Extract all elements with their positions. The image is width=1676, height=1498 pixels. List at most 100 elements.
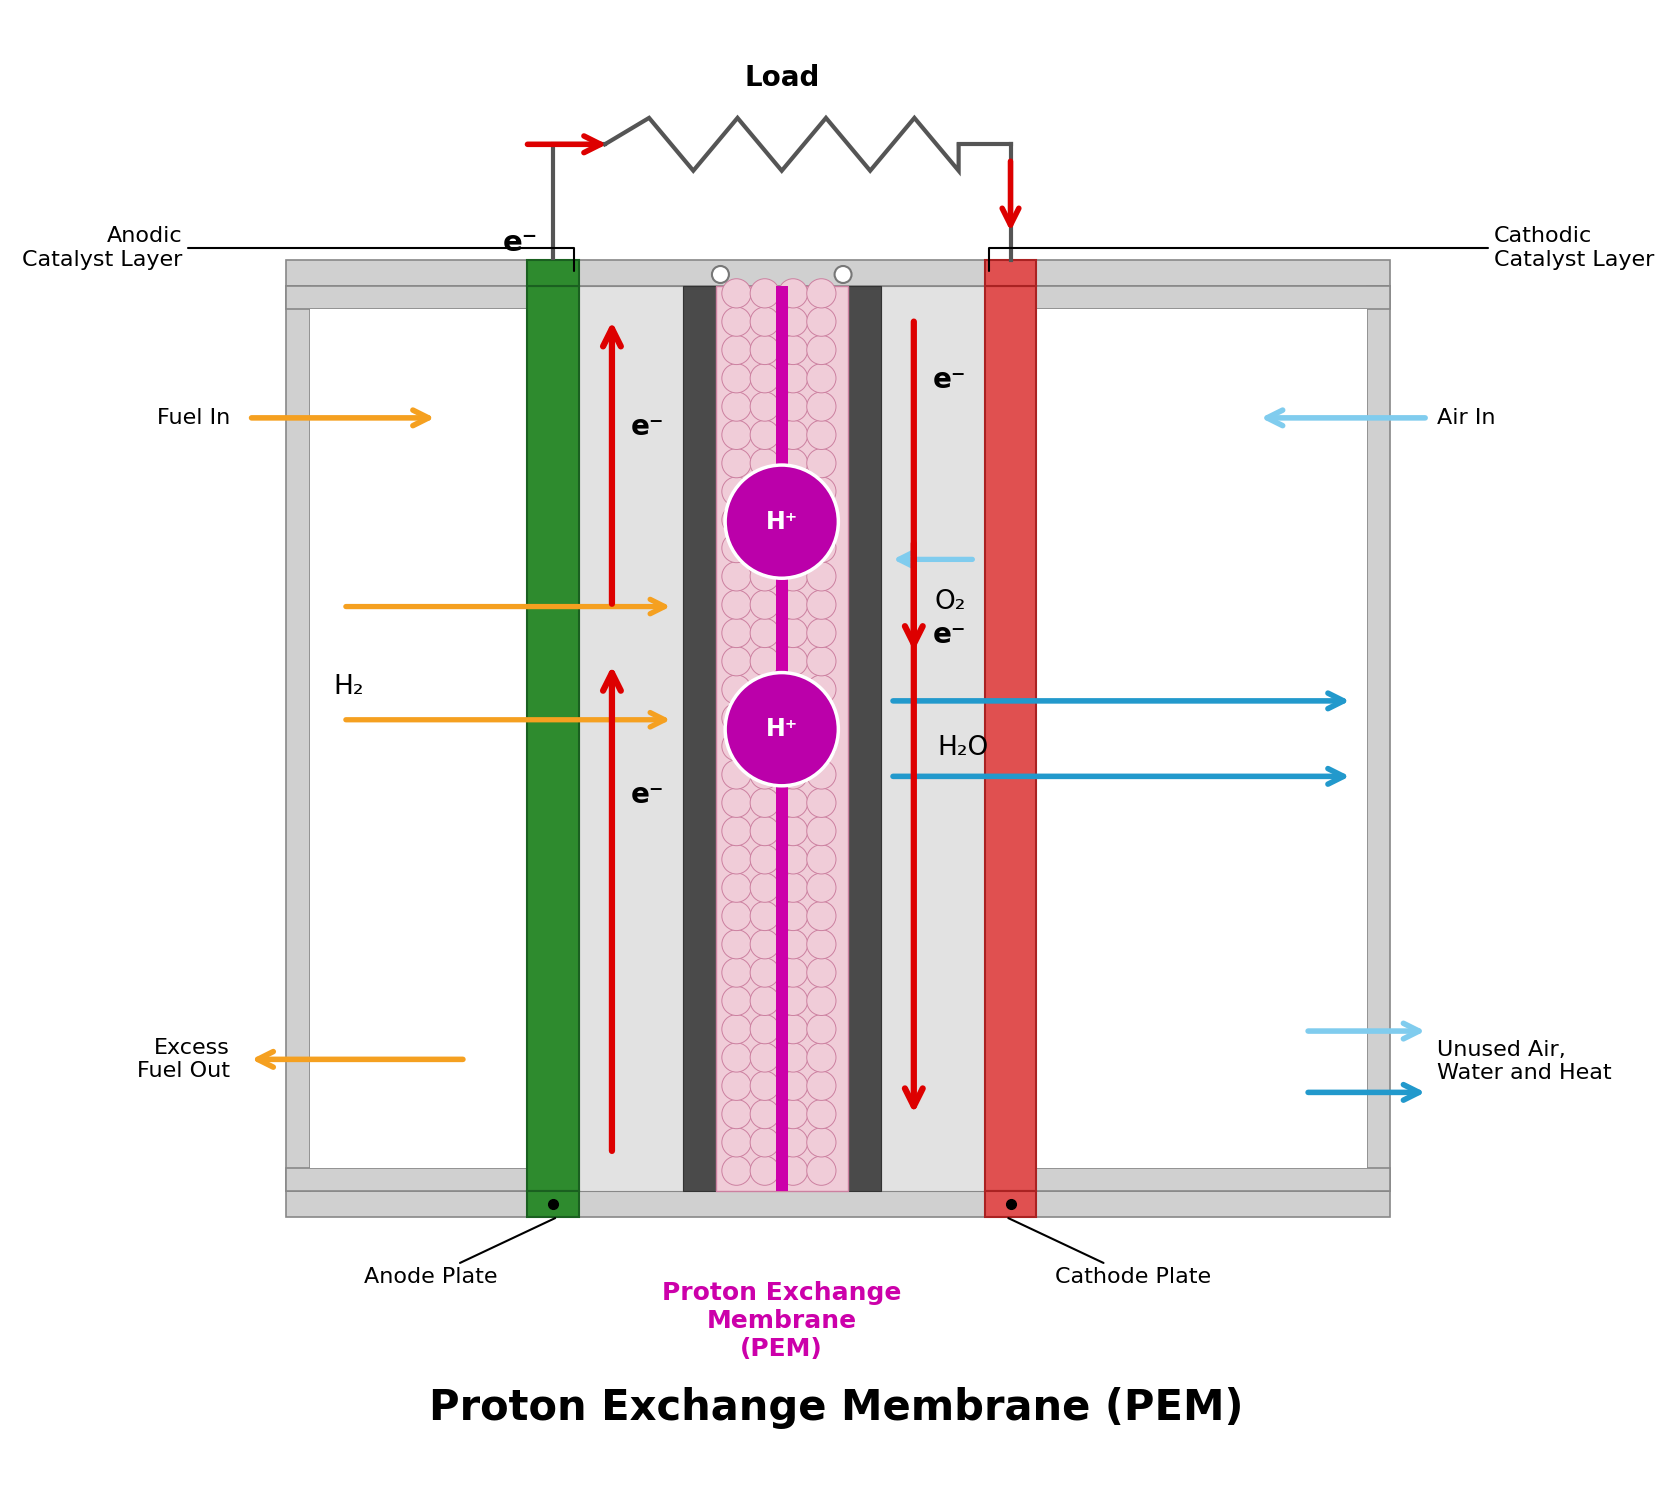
Bar <box>984 1191 1036 1216</box>
Circle shape <box>722 307 751 336</box>
Circle shape <box>778 1156 808 1185</box>
Circle shape <box>722 647 751 676</box>
Circle shape <box>778 759 808 789</box>
Circle shape <box>806 1071 836 1101</box>
Circle shape <box>806 1043 836 1073</box>
Circle shape <box>751 562 779 592</box>
Circle shape <box>778 505 808 535</box>
Bar <box>1366 286 1389 1191</box>
Circle shape <box>806 986 836 1016</box>
Circle shape <box>778 1071 808 1101</box>
Circle shape <box>722 364 751 392</box>
Circle shape <box>722 448 751 478</box>
Circle shape <box>778 873 808 902</box>
Bar <box>526 261 578 286</box>
Text: Cathode Plate: Cathode Plate <box>1009 1218 1212 1287</box>
Circle shape <box>751 647 779 676</box>
Circle shape <box>751 1043 779 1073</box>
Circle shape <box>751 448 779 478</box>
Bar <box>526 1191 578 1216</box>
Text: Proton Exchange Membrane (PEM): Proton Exchange Membrane (PEM) <box>429 1387 1244 1429</box>
Text: H₂O: H₂O <box>937 736 989 761</box>
Circle shape <box>806 364 836 392</box>
Circle shape <box>806 1014 836 1044</box>
Circle shape <box>751 759 779 789</box>
Circle shape <box>778 336 808 364</box>
Circle shape <box>751 845 779 873</box>
Bar <box>526 286 578 1191</box>
Circle shape <box>751 336 779 364</box>
Circle shape <box>806 307 836 336</box>
Circle shape <box>722 703 751 733</box>
Circle shape <box>722 619 751 647</box>
Circle shape <box>806 421 836 449</box>
Text: e⁻: e⁻ <box>932 366 965 394</box>
Text: O₂: O₂ <box>934 589 965 614</box>
Circle shape <box>778 364 808 392</box>
Circle shape <box>751 421 779 449</box>
Circle shape <box>751 902 779 930</box>
Circle shape <box>806 533 836 563</box>
Circle shape <box>722 845 751 873</box>
Circle shape <box>806 759 836 789</box>
Bar <box>776 286 788 1191</box>
Circle shape <box>806 279 836 309</box>
Circle shape <box>778 957 808 987</box>
Text: Fuel In: Fuel In <box>156 407 230 428</box>
Circle shape <box>751 930 779 959</box>
Circle shape <box>778 1128 808 1156</box>
Circle shape <box>751 364 779 392</box>
Circle shape <box>722 336 751 364</box>
Text: e⁻: e⁻ <box>630 413 664 442</box>
Bar <box>1036 286 1389 310</box>
Circle shape <box>751 957 779 987</box>
Circle shape <box>722 676 751 704</box>
Circle shape <box>778 703 808 733</box>
Circle shape <box>778 1014 808 1044</box>
Text: Unused Air,
Water and Heat: Unused Air, Water and Heat <box>1438 1040 1612 1083</box>
Text: Proton Exchange
Membrane
(PEM): Proton Exchange Membrane (PEM) <box>662 1281 902 1360</box>
Circle shape <box>751 505 779 535</box>
Circle shape <box>778 392 808 421</box>
Circle shape <box>726 673 838 786</box>
Circle shape <box>778 930 808 959</box>
Circle shape <box>751 279 779 309</box>
Circle shape <box>778 731 808 761</box>
Circle shape <box>751 788 779 818</box>
Circle shape <box>722 421 751 449</box>
Text: Cathodic
Catalyst Layer: Cathodic Catalyst Layer <box>989 226 1654 271</box>
Circle shape <box>751 533 779 563</box>
Circle shape <box>778 590 808 619</box>
Text: Excess
Fuel Out: Excess Fuel Out <box>137 1038 230 1082</box>
Circle shape <box>835 267 851 283</box>
Circle shape <box>806 676 836 704</box>
Text: Load: Load <box>744 64 820 93</box>
Circle shape <box>778 788 808 818</box>
Circle shape <box>722 1014 751 1044</box>
Circle shape <box>778 676 808 704</box>
Bar <box>310 310 526 1168</box>
Circle shape <box>751 1156 779 1185</box>
Circle shape <box>722 957 751 987</box>
Text: e⁻: e⁻ <box>932 620 965 649</box>
Bar <box>287 261 1389 286</box>
Text: Anodic
Catalyst Layer: Anodic Catalyst Layer <box>22 226 575 271</box>
Circle shape <box>722 902 751 930</box>
Circle shape <box>806 336 836 364</box>
Bar <box>1036 310 1366 1168</box>
Circle shape <box>806 1156 836 1185</box>
Circle shape <box>778 562 808 592</box>
Circle shape <box>778 421 808 449</box>
Circle shape <box>751 986 779 1016</box>
Circle shape <box>726 464 838 578</box>
Text: e⁻: e⁻ <box>630 782 664 809</box>
Circle shape <box>722 930 751 959</box>
Circle shape <box>778 647 808 676</box>
Circle shape <box>806 619 836 647</box>
Bar <box>287 1168 526 1191</box>
Text: e⁻: e⁻ <box>503 229 538 258</box>
Circle shape <box>722 562 751 592</box>
Circle shape <box>751 703 779 733</box>
Bar <box>287 286 526 310</box>
Circle shape <box>806 845 836 873</box>
